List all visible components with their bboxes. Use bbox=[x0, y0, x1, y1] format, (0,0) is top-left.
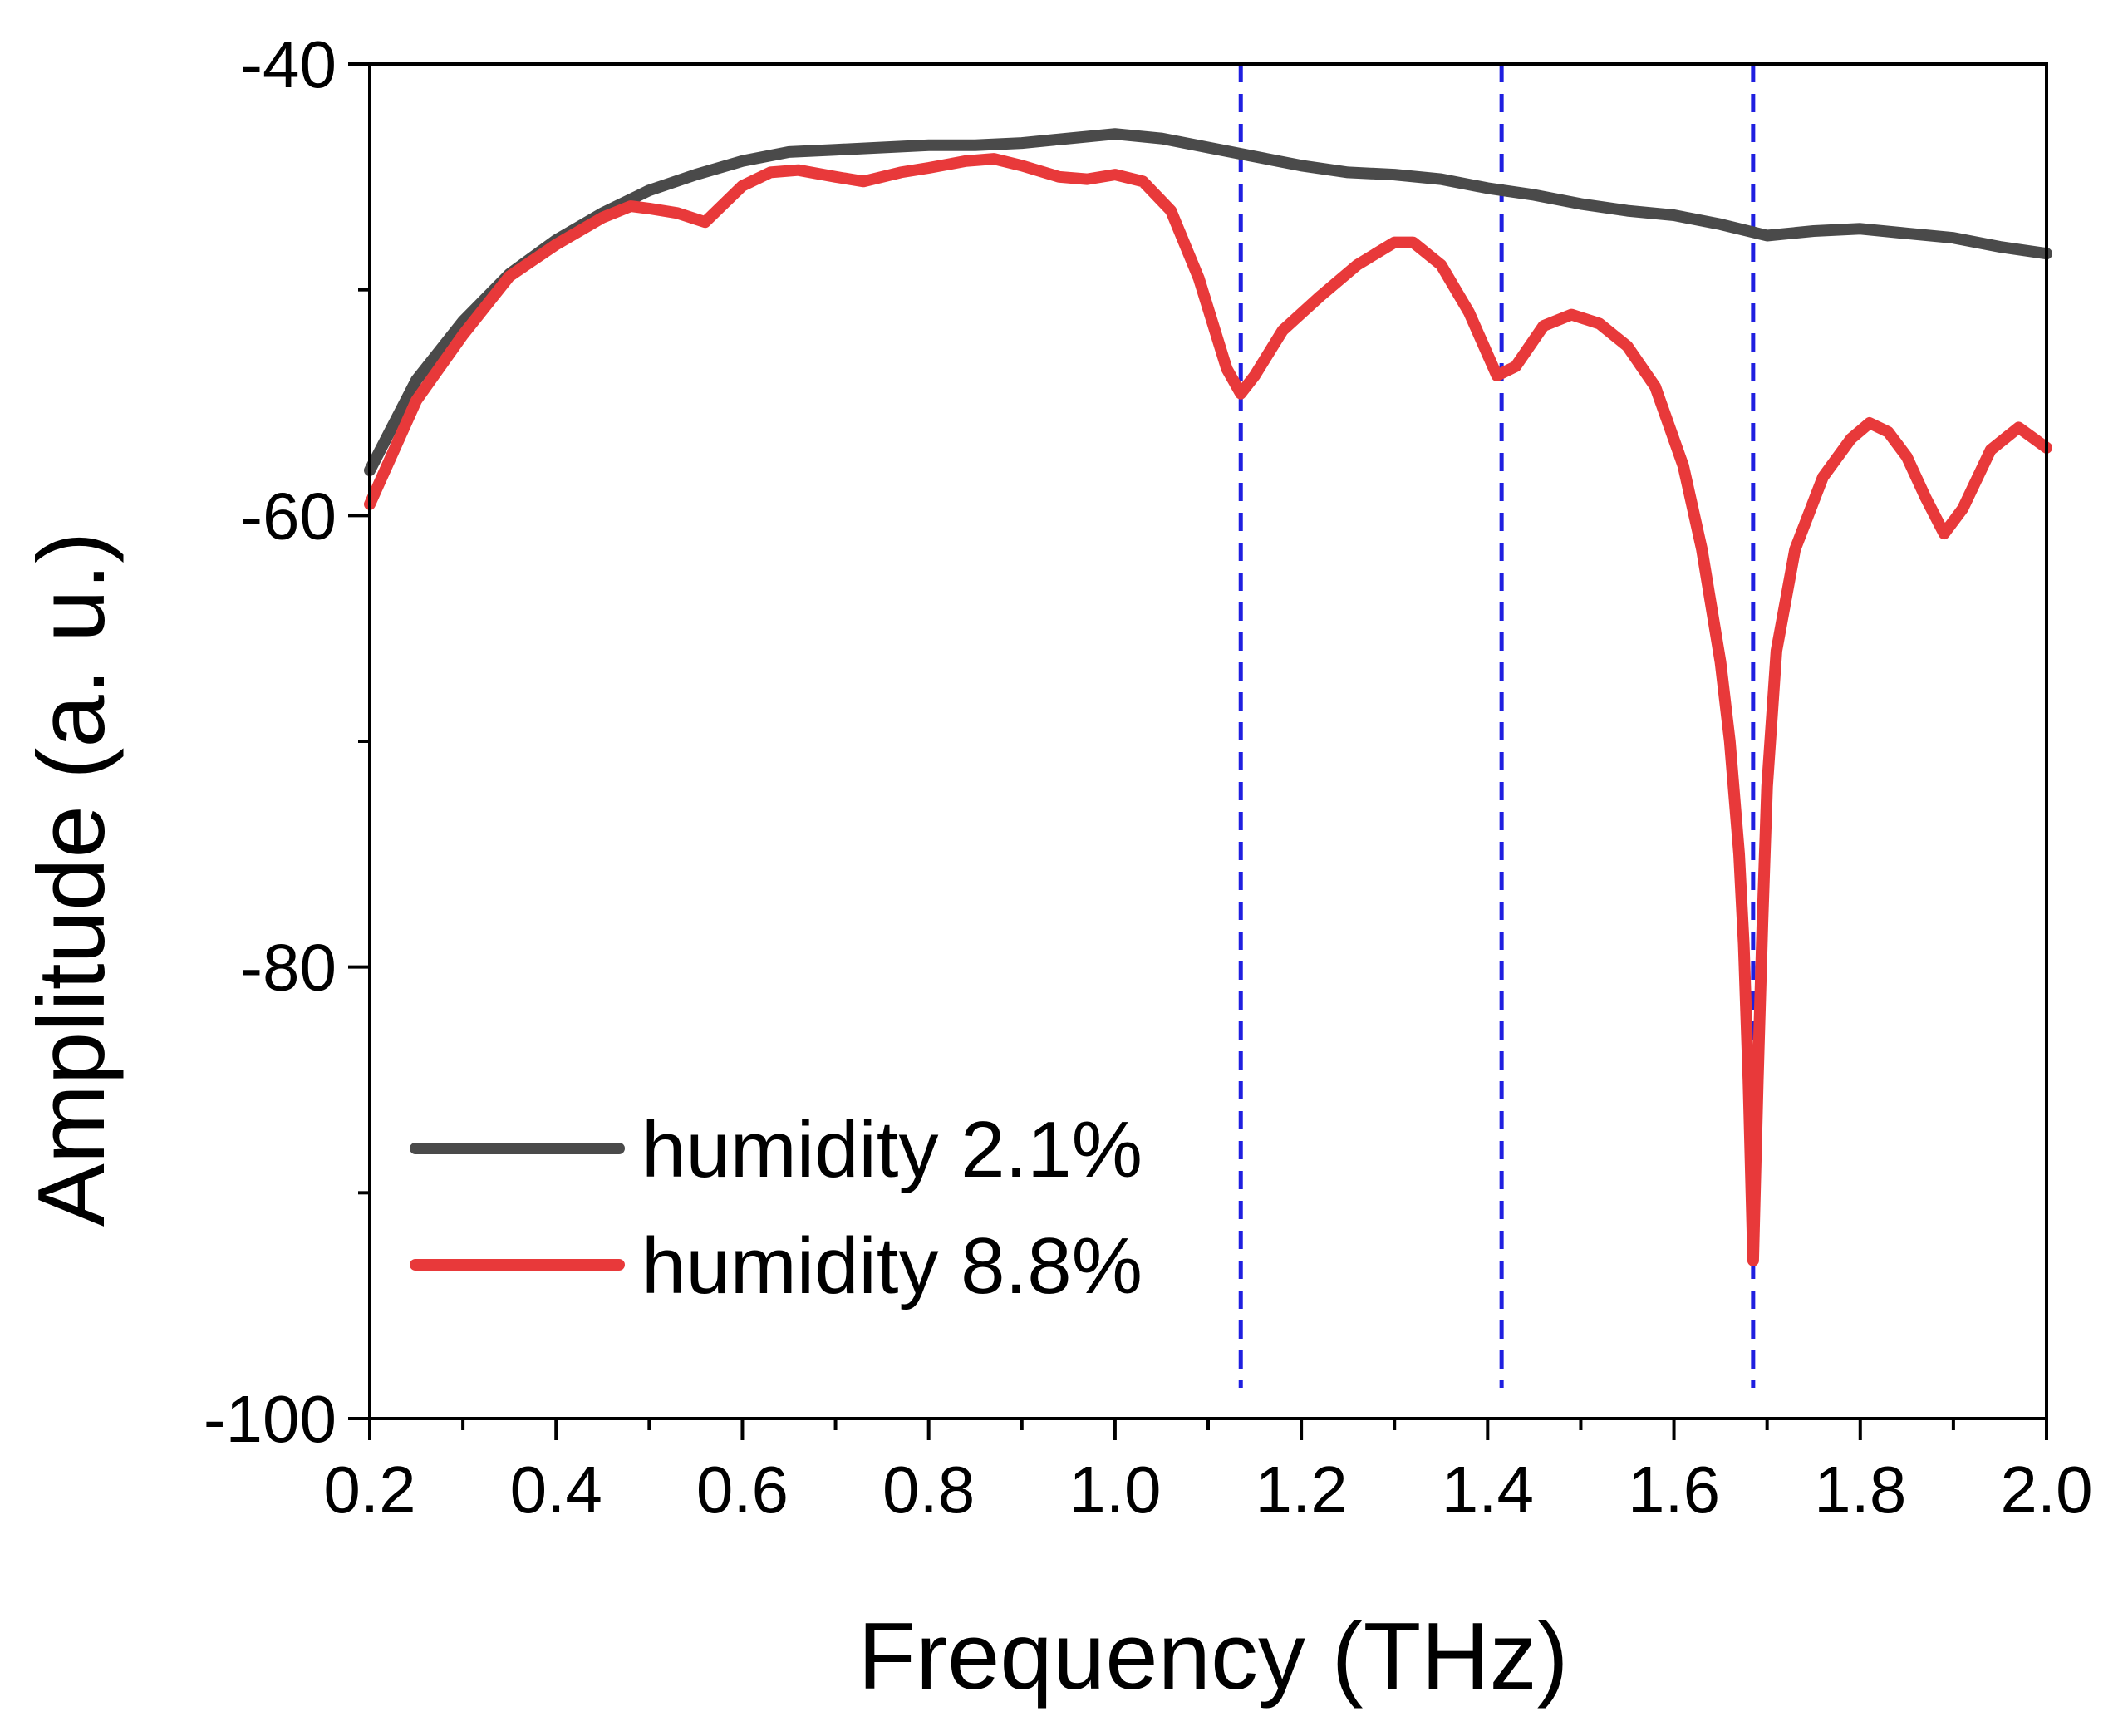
legend: humidity 2.1% humidity 8.8% bbox=[410, 1105, 1143, 1311]
series-layer bbox=[364, 128, 2052, 1266]
x-tick-label: 1.4 bbox=[1442, 1453, 1534, 1527]
x-tick-label: 1.2 bbox=[1256, 1453, 1348, 1527]
x-tick-label: 1.8 bbox=[1814, 1453, 1906, 1527]
x-tick-labels: 0.2 0.4 0.6 0.8 1.0 1.2 1.4 1.6 1.8 2.0 bbox=[323, 1453, 2092, 1527]
x-tick-label: 0.4 bbox=[510, 1453, 602, 1527]
x-tick-label: 1.6 bbox=[1628, 1453, 1720, 1527]
y-tick-label: -80 bbox=[240, 931, 337, 1005]
y-tick-labels: -40 -60 -80 -100 bbox=[204, 27, 337, 1456]
y-axis-title: Amplitude (a. u.) bbox=[19, 532, 125, 1227]
y-tick-label: -60 bbox=[240, 479, 337, 553]
x-tick-label: 0.2 bbox=[323, 1453, 415, 1527]
series-line-1 bbox=[364, 153, 2052, 1266]
x-axis-title: Frequency (THz) bbox=[858, 1604, 1568, 1709]
series-line-0 bbox=[364, 128, 2052, 476]
y-tick-label: -40 bbox=[240, 27, 337, 101]
plot-area-frame bbox=[368, 62, 2048, 1420]
axis-ticks bbox=[348, 62, 2048, 1440]
legend-label-humidity-2-1: humidity 2.1% bbox=[641, 1105, 1143, 1194]
x-tick-label: 0.8 bbox=[882, 1453, 975, 1527]
x-tick-label: 2.0 bbox=[2000, 1453, 2092, 1527]
legend-label-humidity-8-8: humidity 8.8% bbox=[641, 1222, 1143, 1311]
x-tick-label: 1.0 bbox=[1069, 1453, 1161, 1527]
y-tick-label: -100 bbox=[204, 1382, 337, 1456]
reference-lines bbox=[1238, 64, 1756, 1388]
x-tick-label: 0.6 bbox=[696, 1453, 789, 1527]
